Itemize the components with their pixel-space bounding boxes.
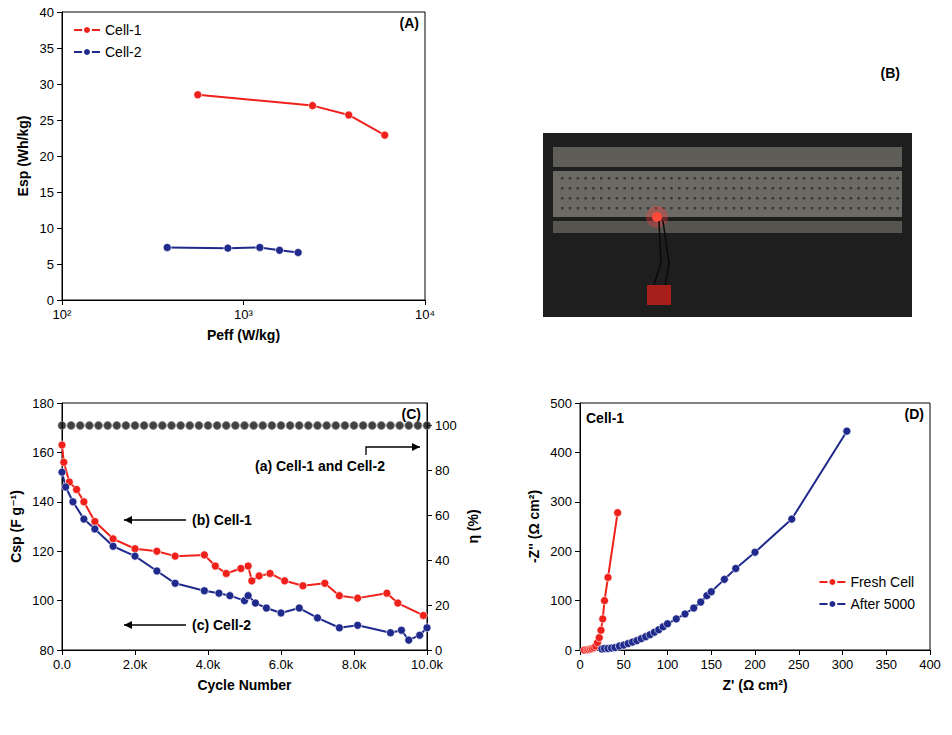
svg-text:Z' (Ω cm²): Z' (Ω cm²) bbox=[722, 677, 787, 693]
svg-text:Cycle Number: Cycle Number bbox=[197, 677, 292, 693]
svg-text:100: 100 bbox=[435, 418, 457, 433]
svg-text:150: 150 bbox=[700, 657, 722, 672]
svg-text:160: 160 bbox=[32, 445, 54, 460]
svg-text:60: 60 bbox=[435, 508, 449, 523]
svg-text:(D): (D) bbox=[905, 406, 924, 422]
svg-text:25: 25 bbox=[40, 113, 54, 128]
svg-text:20: 20 bbox=[40, 149, 54, 164]
svg-text:40: 40 bbox=[435, 553, 449, 568]
svg-text:200: 200 bbox=[744, 657, 766, 672]
svg-text:Csp (F g⁻¹): Csp (F g⁻¹) bbox=[8, 490, 24, 563]
svg-text:After 5000: After 5000 bbox=[850, 596, 915, 612]
svg-text:180: 180 bbox=[32, 396, 54, 411]
svg-text:350: 350 bbox=[875, 657, 897, 672]
svg-text:10: 10 bbox=[40, 221, 54, 236]
svg-text:80: 80 bbox=[40, 643, 54, 658]
svg-text:250: 250 bbox=[788, 657, 810, 672]
svg-text:300: 300 bbox=[832, 657, 854, 672]
svg-text:η (%): η (%) bbox=[465, 509, 481, 543]
svg-text:500: 500 bbox=[550, 396, 572, 411]
svg-text:0: 0 bbox=[435, 643, 442, 658]
svg-text:0: 0 bbox=[47, 293, 54, 308]
svg-text:80: 80 bbox=[435, 463, 449, 478]
svg-text:50: 50 bbox=[617, 657, 631, 672]
svg-text:2.0k: 2.0k bbox=[123, 657, 148, 672]
svg-text:4.0k: 4.0k bbox=[196, 657, 221, 672]
svg-text:140: 140 bbox=[32, 494, 54, 509]
svg-text:20: 20 bbox=[435, 598, 449, 613]
svg-text:(C): (C) bbox=[402, 406, 421, 422]
svg-text:0: 0 bbox=[576, 657, 583, 672]
svg-text:100: 100 bbox=[32, 593, 54, 608]
svg-text:Fresh Cell: Fresh Cell bbox=[850, 574, 914, 590]
svg-text:5: 5 bbox=[47, 257, 54, 272]
svg-text:400: 400 bbox=[919, 657, 941, 672]
svg-text:10.0k: 10.0k bbox=[411, 657, 443, 672]
svg-text:30: 30 bbox=[40, 77, 54, 92]
svg-text:Cell-1: Cell-1 bbox=[105, 22, 142, 38]
svg-text:(A): (A) bbox=[400, 15, 419, 31]
svg-text:10³: 10³ bbox=[234, 307, 253, 322]
svg-text:(a) Cell-1 and Cell-2: (a) Cell-1 and Cell-2 bbox=[255, 458, 385, 474]
svg-text:Cell-1: Cell-1 bbox=[586, 410, 624, 426]
svg-text:35: 35 bbox=[40, 41, 54, 56]
svg-text:10²: 10² bbox=[53, 307, 72, 322]
svg-text:200: 200 bbox=[550, 544, 572, 559]
svg-text:(c) Cell-2: (c) Cell-2 bbox=[192, 617, 251, 633]
svg-text:(B): (B) bbox=[881, 65, 900, 81]
svg-text:0: 0 bbox=[565, 643, 572, 658]
svg-text:100: 100 bbox=[657, 657, 679, 672]
svg-text:(b) Cell-1: (b) Cell-1 bbox=[192, 512, 252, 528]
svg-text:40: 40 bbox=[40, 5, 54, 20]
svg-text:Cell-2: Cell-2 bbox=[105, 44, 142, 60]
svg-text:100: 100 bbox=[550, 593, 572, 608]
svg-text:300: 300 bbox=[550, 494, 572, 509]
svg-text:Peff (W/kg): Peff (W/kg) bbox=[207, 327, 280, 343]
svg-text:Esp (Wh/kg): Esp (Wh/kg) bbox=[15, 116, 31, 197]
svg-text:6.0k: 6.0k bbox=[269, 657, 294, 672]
svg-text:120: 120 bbox=[32, 544, 54, 559]
svg-text:400: 400 bbox=[550, 445, 572, 460]
svg-text:10⁴: 10⁴ bbox=[415, 307, 435, 322]
svg-text:0.0: 0.0 bbox=[53, 657, 71, 672]
svg-text:8.0k: 8.0k bbox=[342, 657, 367, 672]
svg-text:-Z'' (Ω cm²): -Z'' (Ω cm²) bbox=[526, 490, 542, 563]
svg-text:15: 15 bbox=[40, 185, 54, 200]
